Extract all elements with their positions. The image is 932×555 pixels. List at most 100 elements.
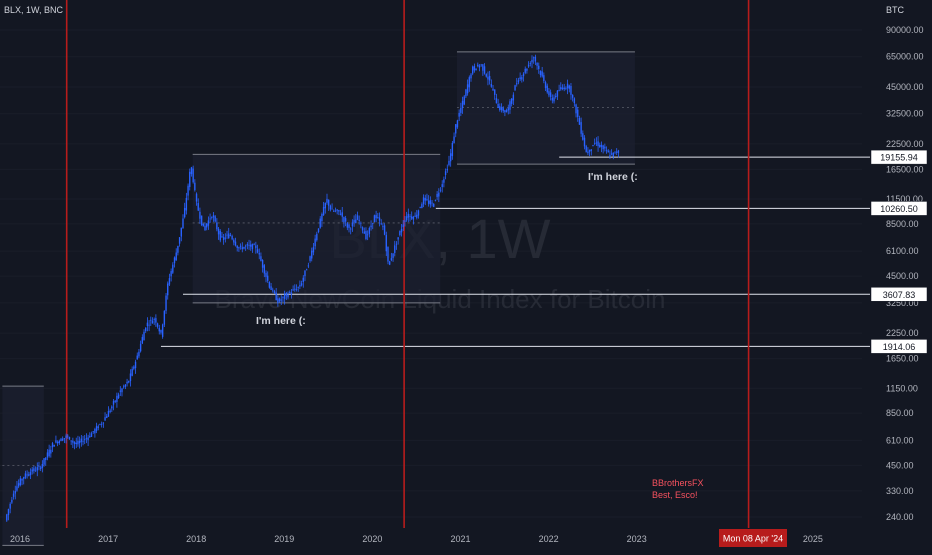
candle-body (566, 83, 569, 89)
candle-body (146, 322, 149, 327)
candle-body (497, 103, 499, 108)
candle-body (316, 233, 318, 241)
candle-body (383, 225, 386, 235)
price-tick-label: 16500.00 (886, 164, 924, 174)
candle-body (283, 294, 286, 299)
price-tick-label: 610.00 (886, 435, 914, 445)
candle-series (6, 54, 620, 522)
candle-body (265, 272, 267, 277)
candle-body (97, 426, 99, 428)
candle-body (312, 247, 315, 253)
candle-body (231, 235, 233, 240)
candle-body (241, 247, 243, 250)
candle-body (417, 210, 420, 216)
candle-body (289, 292, 291, 293)
candle-body (311, 250, 313, 259)
candle-body (65, 435, 67, 438)
candle-body (263, 265, 266, 274)
candle-body (387, 246, 389, 262)
time-tick-label: 2018 (186, 534, 206, 544)
candle-body (526, 68, 528, 71)
candle-body (599, 144, 601, 148)
candle-body (163, 310, 166, 325)
candle-body (280, 299, 282, 301)
candle-body (578, 117, 581, 125)
candle-body (285, 292, 288, 296)
candle-body (228, 233, 230, 239)
candle-body (209, 218, 211, 220)
candle-body (353, 219, 355, 223)
candle-body (456, 120, 459, 128)
axis-labels: 90000.00 65000.00 45000.00 32500.00 22500.00… (10, 25, 924, 544)
candle-body (11, 499, 13, 503)
candle-body (253, 244, 255, 246)
candle-body (505, 110, 508, 113)
candle-body (585, 146, 587, 153)
candle-body (402, 224, 404, 228)
candle-body (453, 136, 455, 144)
candle-body (309, 256, 311, 261)
candle-body (187, 185, 189, 196)
candle-body (592, 145, 594, 147)
candle-body (131, 368, 133, 376)
candle-body (370, 225, 372, 228)
candle-body (414, 215, 416, 217)
candle-body (499, 106, 501, 111)
candle-body (250, 244, 252, 247)
candle-body (612, 152, 615, 157)
price-levels (160, 156, 870, 347)
candle-body (104, 417, 106, 421)
candle-body (29, 472, 32, 476)
candle-body (212, 215, 215, 218)
candle-body (490, 84, 493, 87)
candle-body (449, 153, 452, 162)
candle-body (543, 75, 545, 82)
candle-body (55, 440, 57, 443)
candle-body (317, 228, 320, 233)
candle-body (544, 82, 547, 88)
candle-body (617, 150, 620, 153)
candle-body (480, 64, 482, 66)
candle-body (580, 122, 582, 134)
candle-body (458, 112, 460, 117)
candle-body (239, 245, 242, 247)
candle-body (300, 283, 303, 286)
price-tick-label: 90000.00 (886, 25, 924, 35)
candle-body (355, 219, 357, 224)
candle-body (568, 85, 570, 89)
candle-body (405, 216, 408, 221)
candle-body (436, 193, 438, 198)
candle-body (185, 197, 188, 211)
price-level-value: 10260.50 (880, 204, 918, 214)
candle-body (394, 245, 396, 253)
candle-body (243, 247, 245, 249)
price-tick-label: 1150.00 (886, 383, 918, 393)
candle-body (512, 94, 515, 101)
candle-body (575, 104, 577, 114)
time-tick-label: 2016 (10, 534, 30, 544)
candle-body (45, 457, 47, 460)
candle-body (500, 107, 503, 110)
candle-body (372, 223, 374, 225)
price-tick-label: 2250.00 (886, 328, 919, 338)
candle-body (488, 76, 491, 81)
candle-body (216, 222, 218, 230)
candle-body (558, 90, 560, 92)
candle-body (422, 197, 425, 205)
candle-body (382, 226, 384, 228)
candle-body (106, 416, 108, 418)
candle-body (427, 200, 430, 204)
candle-body (136, 355, 138, 360)
candle-body (221, 236, 223, 238)
time-tick-label: 2022 (539, 534, 559, 544)
candle-body (324, 202, 327, 209)
symbol-info[interactable]: BLX, 1W, BNC (4, 5, 64, 15)
price-level-badge (870, 339, 928, 354)
candle-body (380, 223, 382, 225)
candle-body (21, 479, 23, 481)
candle-body (294, 288, 296, 290)
grid-layer (0, 29, 862, 518)
price-tick-label: 3250.00 (886, 298, 919, 308)
candle-body (322, 207, 325, 216)
